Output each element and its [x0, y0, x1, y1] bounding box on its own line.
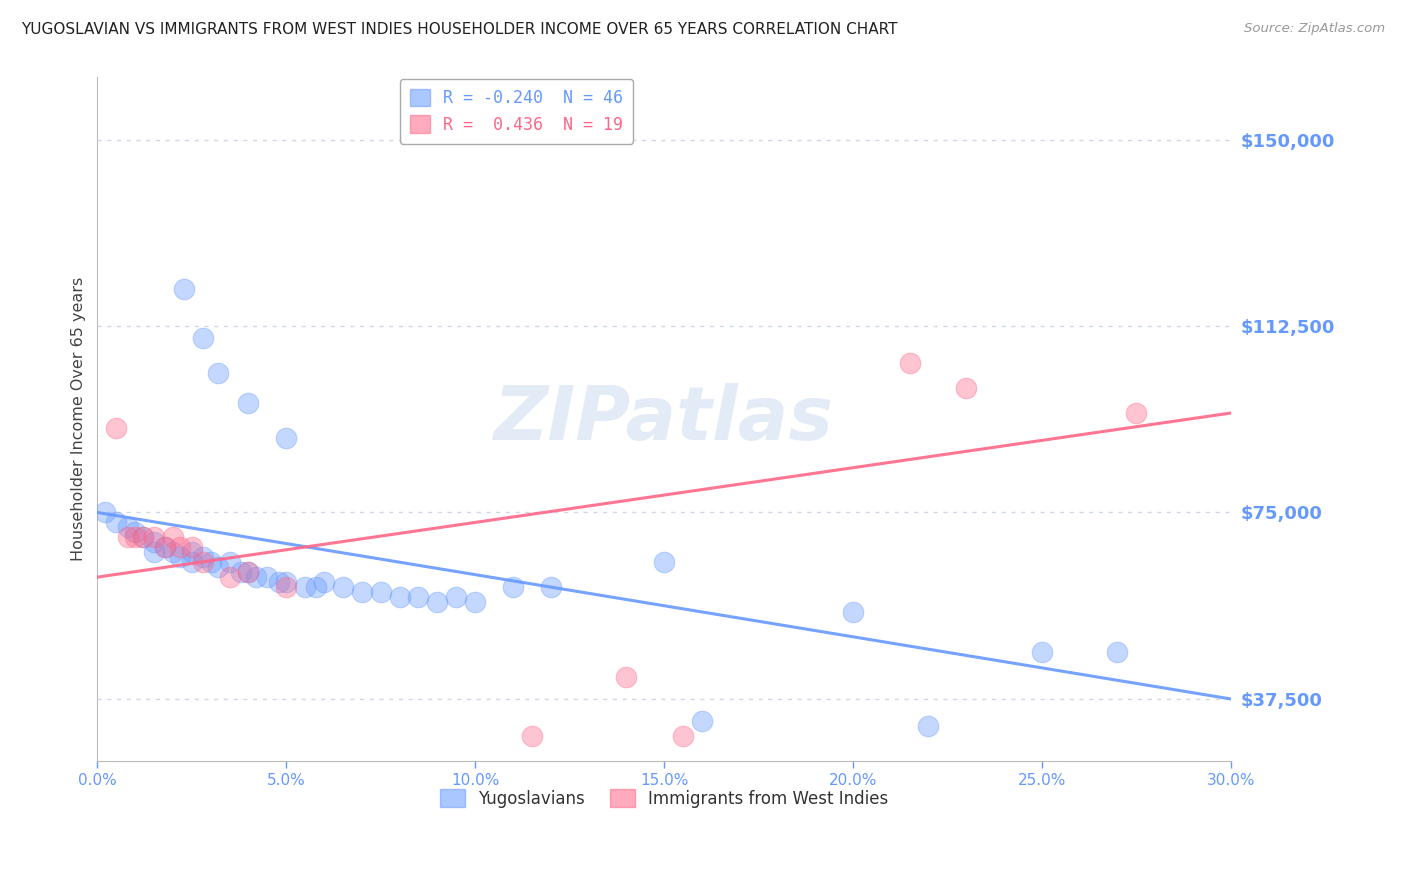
Legend: Yugoslavians, Immigrants from West Indies: Yugoslavians, Immigrants from West Indie… [433, 783, 896, 814]
Point [105, 516, 128, 530]
Point [256, 570, 278, 584]
Point [917, 719, 939, 733]
Point [408, 590, 430, 604]
Point [305, 580, 328, 594]
Point [162, 530, 184, 544]
Point [267, 575, 290, 590]
Point [173, 282, 195, 296]
Point [614, 669, 637, 683]
Point [426, 595, 449, 609]
Point [520, 729, 543, 743]
Point [180, 545, 202, 559]
Point [245, 570, 267, 584]
Point [652, 555, 675, 569]
Point [155, 541, 177, 555]
Point [238, 565, 260, 579]
Point [1107, 645, 1129, 659]
Point [169, 541, 191, 555]
Point [229, 565, 252, 579]
Point [191, 555, 214, 569]
Point [200, 555, 222, 569]
Point [276, 575, 298, 590]
Point [162, 545, 184, 559]
Point [898, 356, 921, 370]
Point [690, 714, 713, 729]
Point [180, 555, 202, 569]
Point [218, 570, 240, 584]
Point [124, 525, 146, 540]
Point [238, 565, 260, 579]
Point [131, 530, 153, 544]
Point [294, 580, 316, 594]
Point [540, 580, 562, 594]
Point [207, 560, 229, 574]
Point [502, 580, 524, 594]
Point [1125, 406, 1147, 420]
Point [124, 530, 146, 544]
Point [672, 729, 695, 743]
Point [143, 545, 166, 559]
Point [276, 431, 298, 445]
Point [842, 605, 865, 619]
Point [143, 535, 166, 549]
Text: Source: ZipAtlas.com: Source: ZipAtlas.com [1244, 22, 1385, 36]
Text: YUGOSLAVIAN VS IMMIGRANTS FROM WEST INDIES HOUSEHOLDER INCOME OVER 65 YEARS CORR: YUGOSLAVIAN VS IMMIGRANTS FROM WEST INDI… [21, 22, 897, 37]
Point [388, 590, 411, 604]
Point [238, 396, 260, 410]
Point [332, 580, 354, 594]
Point [276, 580, 298, 594]
Point [370, 585, 392, 599]
Text: ZIPatlas: ZIPatlas [494, 383, 834, 456]
Point [94, 506, 117, 520]
Point [143, 530, 166, 544]
Point [180, 541, 202, 555]
Point [155, 541, 177, 555]
Point [350, 585, 373, 599]
Point [191, 331, 214, 345]
Point [131, 530, 153, 544]
Point [464, 595, 486, 609]
Point [444, 590, 467, 604]
Point [105, 421, 128, 435]
Point [955, 381, 977, 395]
Y-axis label: Householder Income Over 65 years: Householder Income Over 65 years [72, 277, 86, 561]
Point [117, 530, 139, 544]
Point [1031, 645, 1053, 659]
Point [169, 550, 191, 565]
Point [207, 366, 229, 380]
Point [117, 520, 139, 534]
Point [191, 550, 214, 565]
Point [218, 555, 240, 569]
Point [312, 575, 335, 590]
